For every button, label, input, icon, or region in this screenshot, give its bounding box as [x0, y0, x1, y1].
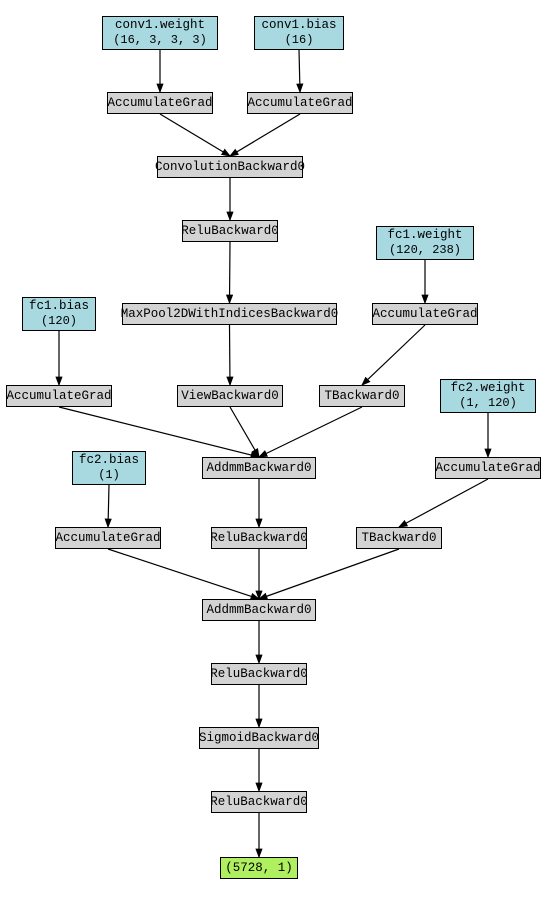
edge: [59, 407, 259, 457]
node-label: fc1.bias: [29, 299, 89, 314]
edge: [108, 549, 259, 599]
node-label: AddmmBackward0: [206, 461, 311, 476]
node-label: TBackward0: [325, 389, 400, 404]
node-relu2: ReluBackward0: [211, 527, 307, 549]
edge: [399, 479, 488, 527]
edge: [230, 114, 300, 156]
node-label: ReluBackward0: [210, 531, 308, 546]
node-sublabel: (1): [98, 468, 120, 482]
edge: [230, 325, 231, 385]
node-fc1b: fc1.bias(120): [22, 297, 96, 331]
edge: [259, 407, 362, 457]
node-fc2b: fc2.bias(1): [72, 451, 146, 485]
edge: [230, 407, 259, 457]
node-label: TBackward0: [362, 531, 437, 546]
node-ag1: AccumulateGrad: [107, 92, 213, 114]
node-conv1w: conv1.weight(16, 3, 3, 3): [102, 16, 218, 50]
node-label: conv1.bias: [262, 18, 337, 33]
node-viewbwd: ViewBackward0: [177, 385, 283, 407]
node-relu3: ReluBackward0: [211, 663, 307, 685]
node-sublabel: (120, 238): [389, 243, 461, 257]
node-maxpool: MaxPool2DWithIndicesBackward0: [122, 303, 337, 325]
node-label: ReluBackward0: [181, 224, 279, 239]
node-convbwd: ConvolutionBackward0: [157, 156, 303, 178]
edge: [299, 50, 300, 92]
node-label: ReluBackward0: [210, 795, 308, 810]
node-label: AccumulateGrad: [6, 389, 111, 404]
node-output: (5728, 1): [220, 857, 298, 879]
node-label: fc1.weight: [387, 228, 462, 243]
node-label: MaxPool2DWithIndicesBackward0: [121, 307, 339, 322]
node-label: AccumulateGrad: [107, 96, 212, 111]
node-label: AddmmBackward0: [206, 603, 311, 618]
node-sublabel: (120): [41, 314, 77, 328]
edge: [362, 325, 425, 385]
node-label: (5728, 1): [225, 861, 293, 876]
node-label: AccumulateGrad: [247, 96, 352, 111]
node-label: fc2.bias: [79, 453, 139, 468]
node-ag5: AccumulateGrad: [435, 457, 541, 479]
node-ag2: AccumulateGrad: [247, 92, 353, 114]
node-label: fc2.weight: [451, 381, 526, 396]
node-sublabel: (16, 3, 3, 3): [113, 33, 207, 47]
node-label: ViewBackward0: [181, 389, 279, 404]
node-fc1w: fc1.weight(120, 238): [376, 226, 474, 260]
node-label: AccumulateGrad: [55, 531, 160, 546]
node-relu4: ReluBackward0: [211, 791, 307, 813]
node-tbwd1: TBackward0: [319, 385, 405, 407]
node-sublabel: (16): [285, 33, 314, 47]
node-label: AccumulateGrad: [372, 307, 477, 322]
node-sublabel: (1, 120): [459, 396, 517, 410]
edge: [160, 114, 230, 156]
node-ag4: AccumulateGrad: [6, 385, 112, 407]
edge: [108, 485, 109, 527]
node-label: ReluBackward0: [210, 667, 308, 682]
edge: [230, 242, 231, 303]
node-label: conv1.weight: [115, 18, 205, 33]
node-label: SigmoidBackward0: [199, 731, 319, 746]
node-sigmoid: SigmoidBackward0: [199, 727, 319, 749]
node-ag3: AccumulateGrad: [372, 303, 478, 325]
edge: [259, 549, 399, 599]
node-fc2w: fc2.weight(1, 120): [440, 379, 536, 413]
node-label: ConvolutionBackward0: [155, 160, 305, 175]
node-addmm1: AddmmBackward0: [202, 457, 316, 479]
node-relu1: ReluBackward0: [182, 220, 278, 242]
node-conv1b: conv1.bias(16): [254, 16, 344, 50]
node-tbwd2: TBackward0: [356, 527, 442, 549]
node-ag6: AccumulateGrad: [55, 527, 161, 549]
node-label: AccumulateGrad: [435, 461, 540, 476]
node-addmm2: AddmmBackward0: [202, 599, 316, 621]
